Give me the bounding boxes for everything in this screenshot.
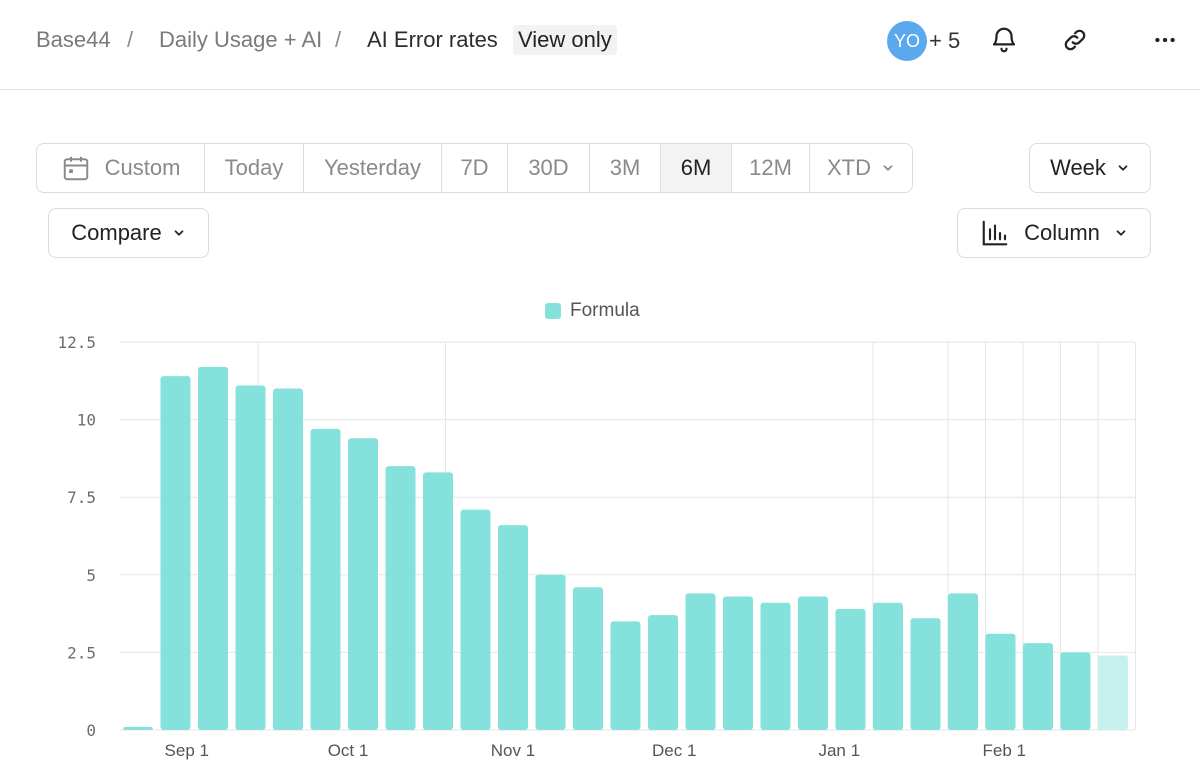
breadcrumb-item-base44[interactable]: Base44 <box>36 27 111 52</box>
bar[interactable] <box>535 574 566 730</box>
range-today[interactable]: Today <box>205 144 304 192</box>
bar[interactable] <box>985 633 1016 730</box>
breadcrumb-separator: / <box>127 27 134 52</box>
chevron-down-icon <box>174 230 184 236</box>
bar[interactable] <box>160 376 191 730</box>
avatar[interactable]: YO <box>887 21 927 61</box>
bar[interactable] <box>610 621 641 730</box>
calendar-icon <box>63 156 88 181</box>
chevron-down-icon <box>1116 230 1126 236</box>
bar[interactable] <box>235 385 266 730</box>
bar[interactable] <box>273 388 303 730</box>
bell-icon <box>992 27 1016 53</box>
bar[interactable] <box>123 726 153 730</box>
chart-bars <box>123 366 1128 730</box>
chart-legend[interactable]: Formula <box>545 300 640 322</box>
bar[interactable] <box>348 438 378 730</box>
breadcrumb-separator: / <box>335 27 342 52</box>
x-tick-label: Nov 1 <box>491 741 535 760</box>
range-yesterday[interactable]: Yesterday <box>304 144 442 192</box>
range-6m[interactable]: 6M <box>661 144 732 192</box>
more-icon <box>1155 37 1175 43</box>
x-tick-label: Sep 1 <box>165 741 209 760</box>
interval-dropdown[interactable]: Week <box>1029 143 1151 193</box>
x-tick-label: Jan 1 <box>818 741 860 760</box>
bar[interactable] <box>198 366 228 730</box>
range-custom-label: Custom <box>104 155 181 180</box>
bar[interactable] <box>1023 643 1053 730</box>
chevron-down-icon <box>1118 165 1128 171</box>
avatar-initials: YO <box>893 31 920 51</box>
bar[interactable] <box>835 608 866 730</box>
bar[interactable] <box>910 618 941 730</box>
chart-type-dropdown[interactable]: Column <box>957 208 1151 258</box>
breadcrumb-item-daily-usage[interactable]: Daily Usage + AI <box>159 27 323 52</box>
bar[interactable] <box>685 593 716 730</box>
bar[interactable] <box>948 593 978 730</box>
extra-users-count[interactable]: + 5 <box>929 28 961 53</box>
range-xtd-label: XTD <box>827 155 871 180</box>
legend-label: Formula <box>570 300 640 321</box>
y-tick-label: 2.5 <box>67 643 96 662</box>
bar[interactable] <box>1098 655 1128 730</box>
page-title: AI Error rates <box>367 27 498 52</box>
compare-label: Compare <box>71 220 162 245</box>
bar[interactable] <box>385 466 416 730</box>
compare-dropdown[interactable]: Compare <box>48 208 209 258</box>
x-tick-label: Dec 1 <box>652 741 696 760</box>
link-icon <box>1064 29 1086 51</box>
range-30d[interactable]: 30D <box>508 144 590 192</box>
interval-label: Week <box>1050 155 1106 180</box>
date-range-selector: Custom Today Yesterday 7D 30D 3M 6M 12M … <box>36 143 913 193</box>
range-xtd[interactable]: XTD <box>810 144 912 192</box>
bar[interactable] <box>648 615 678 730</box>
notifications-button[interactable] <box>986 22 1022 58</box>
y-tick-label: 5 <box>86 566 96 585</box>
bar[interactable] <box>760 602 791 730</box>
bar[interactable] <box>310 428 341 730</box>
x-tick-label: Oct 1 <box>328 741 369 760</box>
range-7d[interactable]: 7D <box>442 144 508 192</box>
y-tick-label: 0 <box>86 721 96 740</box>
view-only-badge: View only <box>513 25 617 55</box>
bar[interactable] <box>460 509 491 730</box>
bar-chart-icon <box>982 220 1008 246</box>
bar[interactable] <box>498 525 528 730</box>
legend-swatch <box>545 303 561 319</box>
bar[interactable] <box>1060 652 1091 730</box>
copy-link-button[interactable] <box>1057 22 1093 58</box>
bar[interactable] <box>423 472 453 730</box>
more-options-button[interactable] <box>1147 22 1183 58</box>
range-3m[interactable]: 3M <box>590 144 661 192</box>
y-tick-label: 7.5 <box>67 488 96 507</box>
bar[interactable] <box>873 602 903 730</box>
x-axis-ticks: Sep 1 Oct 1 Nov 1 Dec 1 Jan 1 Feb 1 <box>165 741 1026 760</box>
bar[interactable] <box>573 587 603 730</box>
bar[interactable] <box>798 596 828 730</box>
y-tick-label: 12.5 <box>57 333 96 352</box>
y-axis-ticks: 0 2.5 5 7.5 10 12.5 <box>57 333 96 740</box>
top-bar: Base44 / Daily Usage + AI / AI Error rat… <box>0 0 1200 90</box>
range-12m[interactable]: 12M <box>732 144 810 192</box>
bar[interactable] <box>723 596 753 730</box>
chevron-down-icon <box>883 165 893 171</box>
column-chart: 0 2.5 5 7.5 10 12.5 Sep 1 Oct 1 Nov 1 Dec 1 Jan 1… <box>57 333 1136 760</box>
y-tick-label: 10 <box>77 411 96 430</box>
chart-type-label: Column <box>1024 220 1100 245</box>
range-custom[interactable]: Custom <box>37 144 205 192</box>
x-tick-label: Feb 1 <box>983 741 1026 760</box>
